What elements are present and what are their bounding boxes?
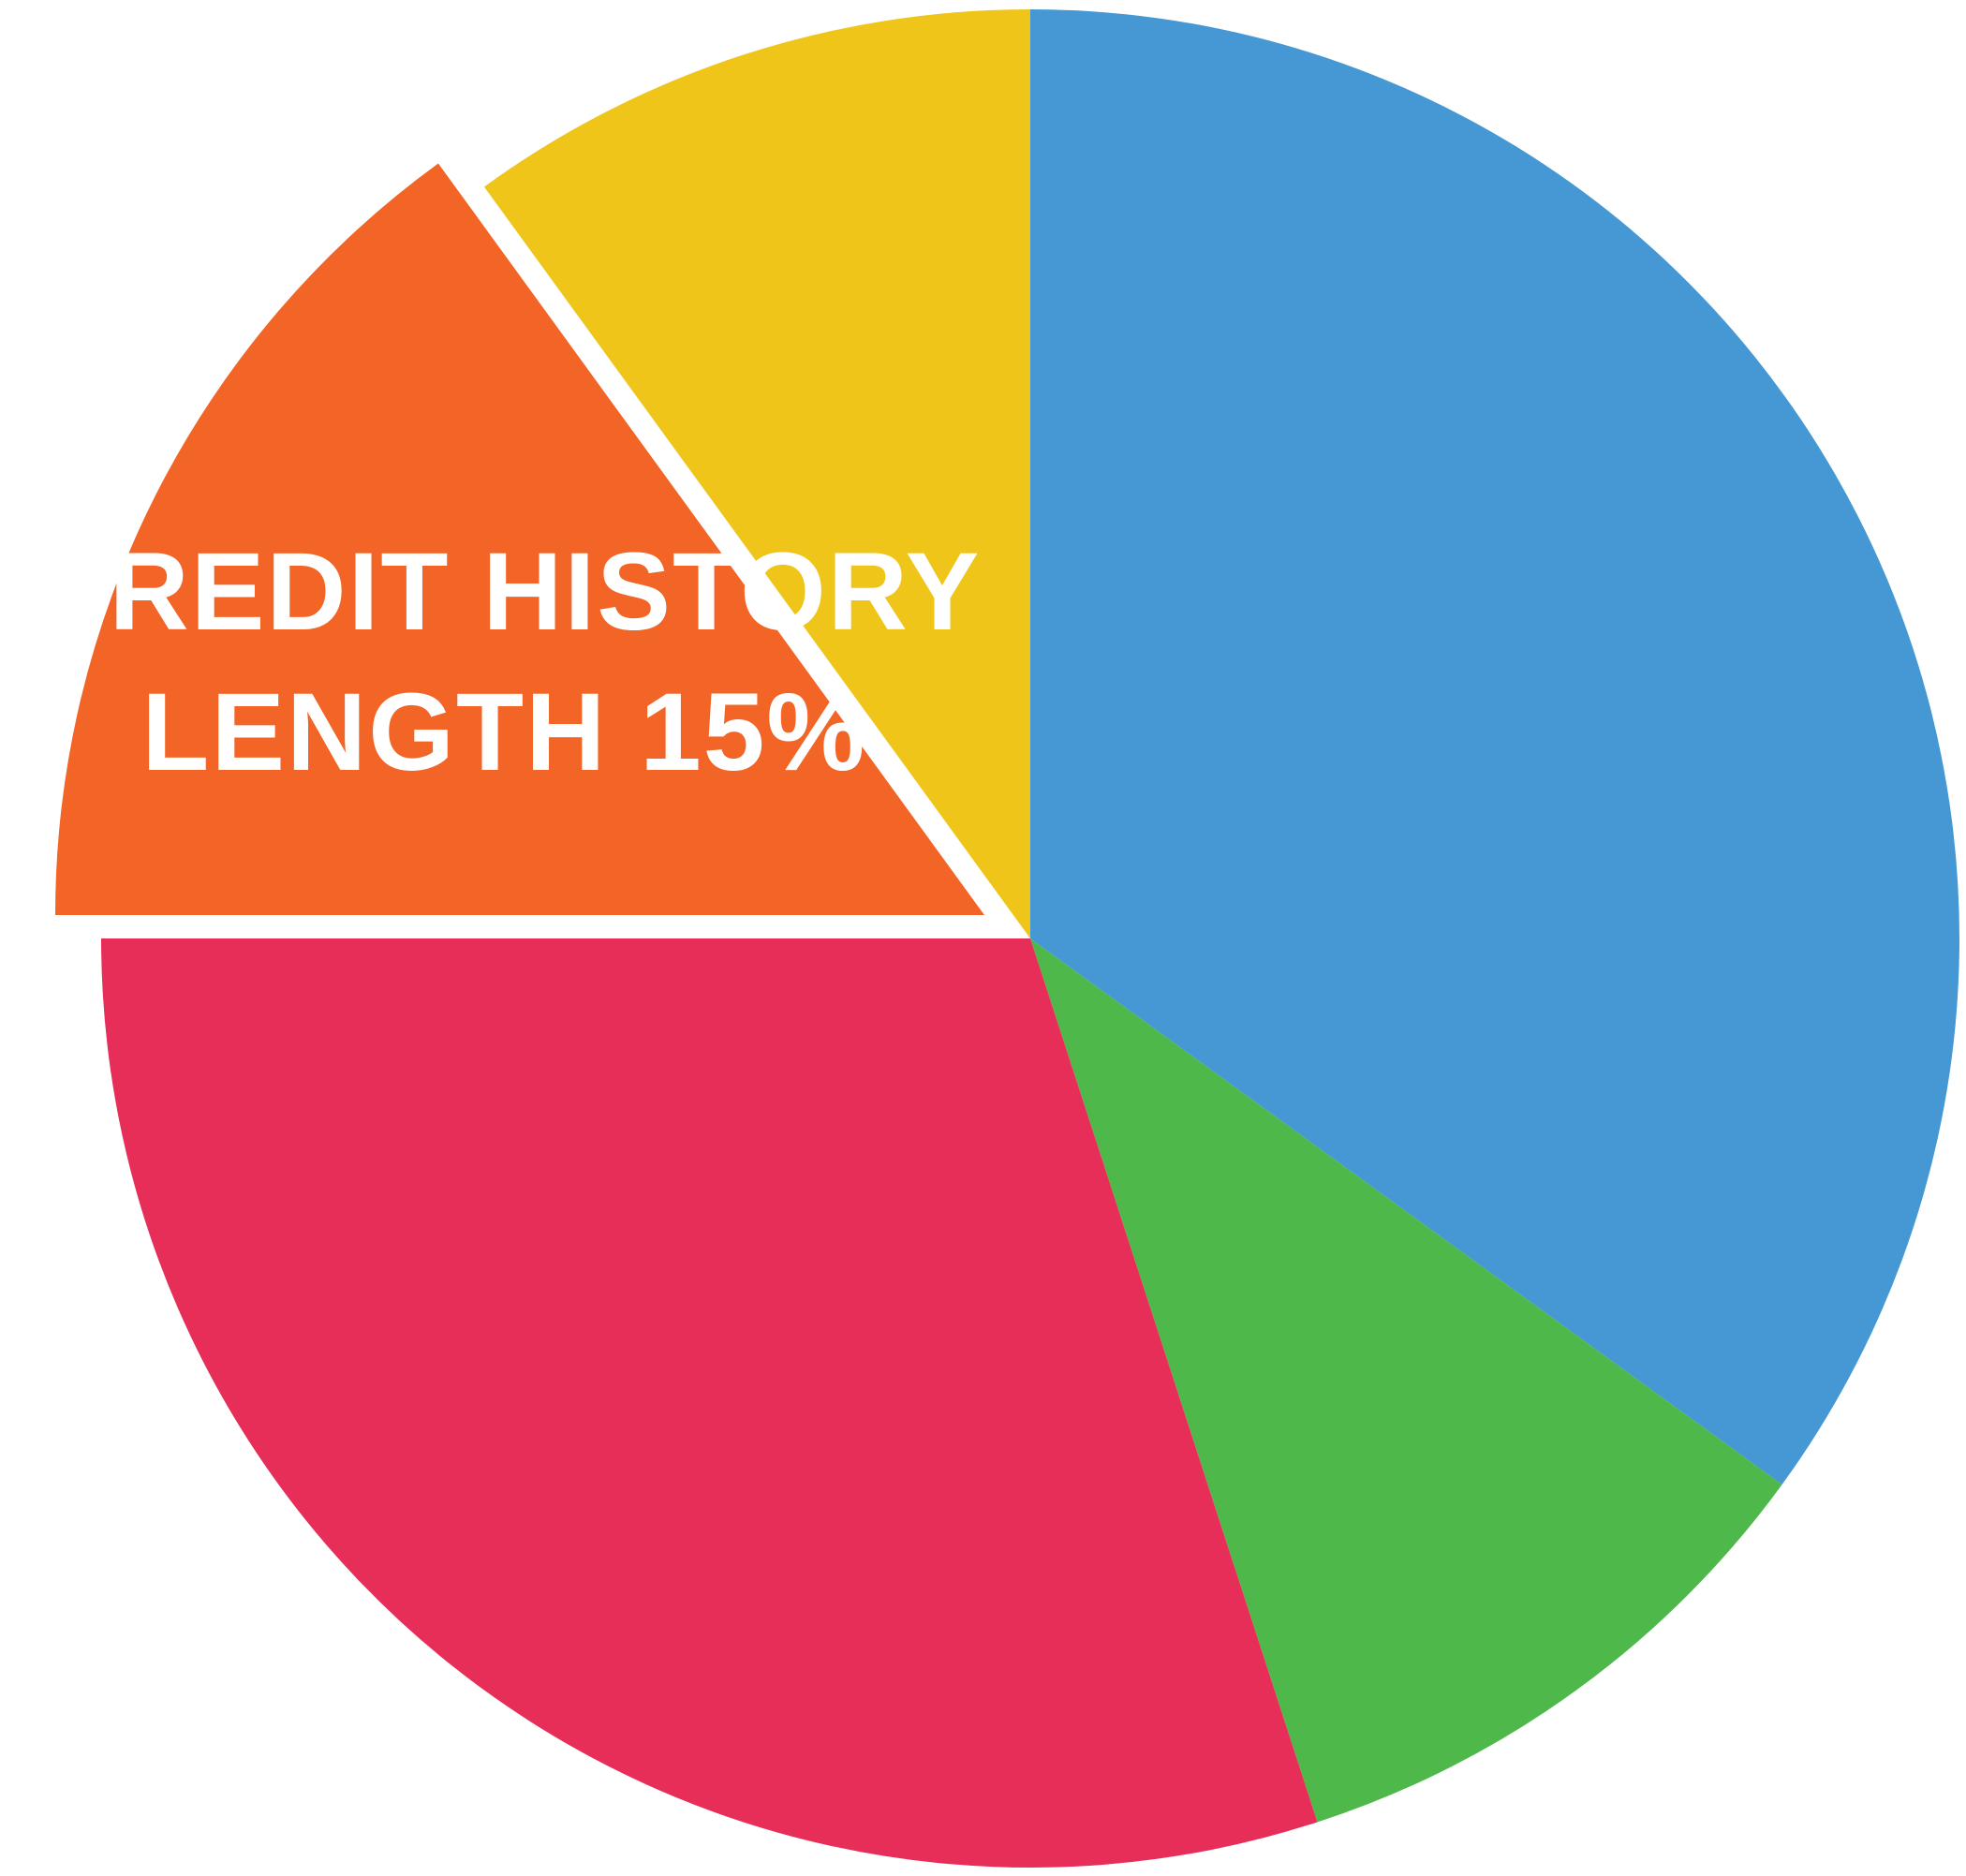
pie-slices — [54, 8, 1959, 1869]
slice-label-4-line-1: CREDIT HISTORY — [27, 530, 981, 654]
pie-slice-5 — [483, 8, 1030, 938]
pie-slice-1 — [1030, 9, 1959, 1485]
slice-label-4-line-2: LENGTH 15% — [141, 671, 866, 794]
pie-slice-4 — [54, 163, 984, 916]
pie-slice-2 — [1030, 938, 1782, 1823]
pie-slice-3 — [101, 938, 1318, 1869]
pie-labels: CREDIT HISTORY LENGTH 15% — [27, 530, 981, 794]
